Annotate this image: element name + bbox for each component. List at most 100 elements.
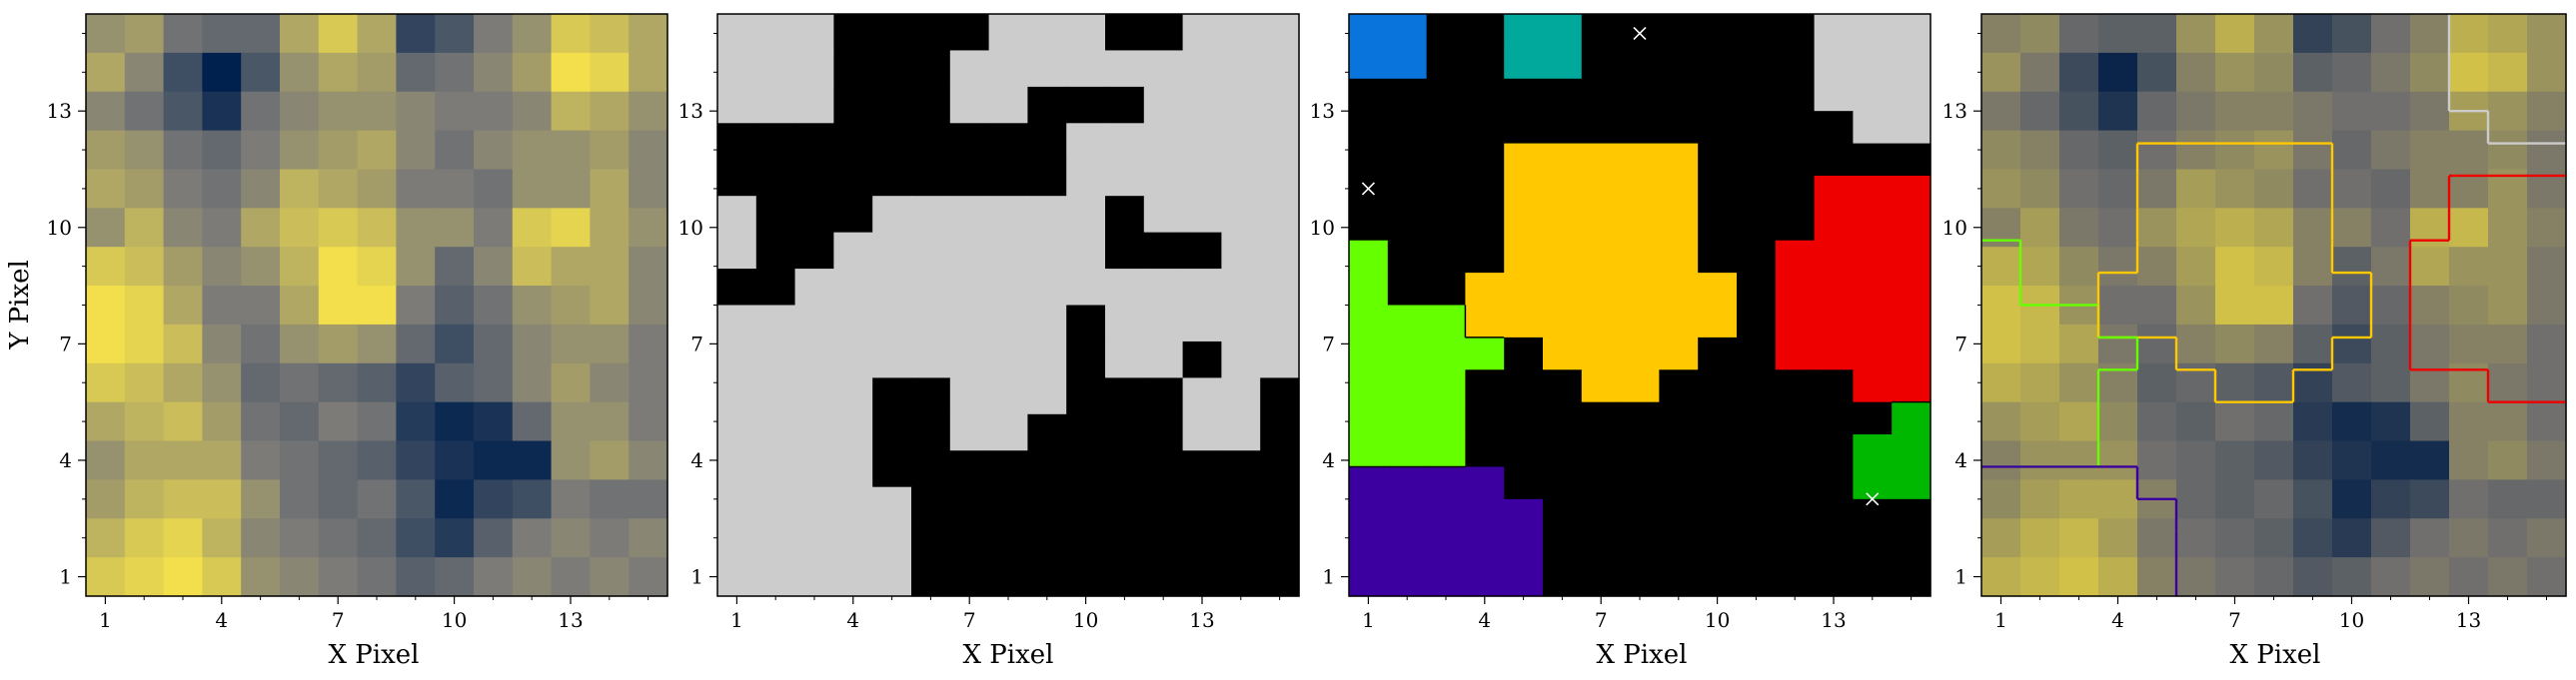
- mask-cell: [833, 123, 873, 161]
- overlay-cell: [2449, 557, 2489, 597]
- mask-cell: [1066, 450, 1106, 488]
- intensity-cell: [435, 440, 475, 480]
- mask-cell: [949, 413, 990, 451]
- intensity-cell: [396, 247, 436, 287]
- mask-cell: [1260, 123, 1300, 161]
- overlay-cell: [2527, 52, 2567, 93]
- segment-cell: [1659, 305, 1699, 339]
- mask-cell: [1027, 340, 1067, 378]
- intensity-cell: [474, 401, 514, 442]
- intensity-cell: [357, 362, 397, 403]
- mask-cell: [794, 486, 834, 524]
- overlay-cell: [2215, 479, 2255, 519]
- mask-cell: [1260, 340, 1300, 378]
- segment-cell: [1814, 563, 1854, 597]
- segment-cell: [1543, 46, 1583, 80]
- segment-cell: [1387, 434, 1428, 468]
- intensity-cell: [86, 91, 126, 132]
- segment-cell: [1814, 369, 1854, 403]
- intensity-cell: [435, 286, 475, 326]
- x-tick-label: 13: [2456, 608, 2481, 632]
- mask-cell: [1105, 232, 1145, 270]
- intensity-cell: [590, 479, 630, 519]
- overlay-cell: [2371, 169, 2411, 209]
- mask-cell: [755, 50, 796, 88]
- intensity-cell: [590, 130, 630, 171]
- overlay-cell: [2332, 14, 2372, 54]
- segment-cell: [1504, 563, 1544, 597]
- segment-cell: [1349, 369, 1389, 403]
- segment-cell: [1349, 143, 1389, 177]
- x-tick-label: 10: [1705, 608, 1730, 632]
- overlay-cell: [2449, 208, 2489, 248]
- intensity-cell: [551, 557, 591, 597]
- overlay-cell: [2098, 440, 2138, 480]
- segment-cell: [1426, 305, 1466, 339]
- overlay-cell: [2215, 440, 2255, 480]
- intensity-cell: [241, 557, 281, 597]
- mask-cell: [911, 14, 951, 52]
- segment-cell: [1543, 434, 1583, 468]
- segment-cell: [1543, 305, 1583, 339]
- overlay-cell: [2020, 324, 2060, 364]
- mask-cell: [872, 269, 912, 307]
- overlay-cell: [2527, 362, 2567, 403]
- intensity-cell: [163, 130, 203, 171]
- mask-cell: [755, 305, 796, 342]
- overlay-cell: [2137, 362, 2177, 403]
- overlay-cell: [2020, 401, 2060, 442]
- intensity-cell: [124, 286, 165, 326]
- overlay-cell: [2410, 518, 2450, 558]
- overlay-cell: [2371, 52, 2411, 93]
- segment-cell: [1814, 466, 1854, 500]
- x-tick-label: 4: [2111, 608, 2124, 632]
- overlay-cell: [2371, 91, 2411, 132]
- segmentation-panel: 1 4 7 10 13 1 4 7 10 13: [1310, 13, 1932, 632]
- overlay-cell: [2098, 479, 2138, 519]
- segment-cell: [1426, 466, 1466, 500]
- segment-cell: [1892, 434, 1932, 468]
- intensity-cell: [435, 130, 475, 171]
- mask-cell: [1027, 159, 1067, 197]
- overlay-cell: [2293, 401, 2333, 442]
- segment-cell: [1504, 434, 1544, 468]
- segment-cell: [1387, 46, 1428, 80]
- mask-cell: [988, 377, 1028, 415]
- segment-cell: [1659, 175, 1699, 209]
- segment-cell: [1775, 14, 1816, 47]
- overlay-cell: [2449, 286, 2489, 326]
- overlay-cell: [2488, 247, 2528, 287]
- intensity-cell: [86, 169, 126, 209]
- intensity-cell: [435, 324, 475, 364]
- x-tick-label: 1: [1362, 608, 1375, 632]
- segment-cell: [1775, 208, 1816, 242]
- segment-cell: [1504, 175, 1544, 209]
- mask-cell: [988, 269, 1028, 307]
- intensity-cell: [396, 479, 436, 519]
- segment-cell: [1853, 305, 1893, 339]
- segment-cell: [1465, 208, 1505, 242]
- mask-cell: [949, 377, 990, 415]
- mask-cell: [1221, 86, 1261, 124]
- intensity-cell: [551, 362, 591, 403]
- intensity-cell: [474, 362, 514, 403]
- overlay-cell: [2059, 247, 2099, 287]
- segment-cell: [1737, 305, 1777, 339]
- intensity-cell: [241, 247, 281, 287]
- intensity-cell: [163, 91, 203, 132]
- mask-cell: [833, 523, 873, 561]
- intensity-cell: [202, 557, 242, 597]
- segment-cell: [1620, 434, 1660, 468]
- segment-cell: [1426, 369, 1466, 403]
- overlay-cell: [2410, 286, 2450, 326]
- segment-cell: [1581, 14, 1622, 47]
- mask-cell: [988, 559, 1028, 597]
- overlay-cell: [2254, 557, 2294, 597]
- segment-cell: [1737, 240, 1777, 274]
- intensity-cell: [318, 169, 359, 209]
- intensity-cell: [629, 479, 668, 519]
- segment-cell: [1775, 563, 1816, 597]
- mask-cell: [1260, 450, 1300, 488]
- x-tick-label: 13: [558, 608, 583, 632]
- segment-cell: [1775, 531, 1816, 565]
